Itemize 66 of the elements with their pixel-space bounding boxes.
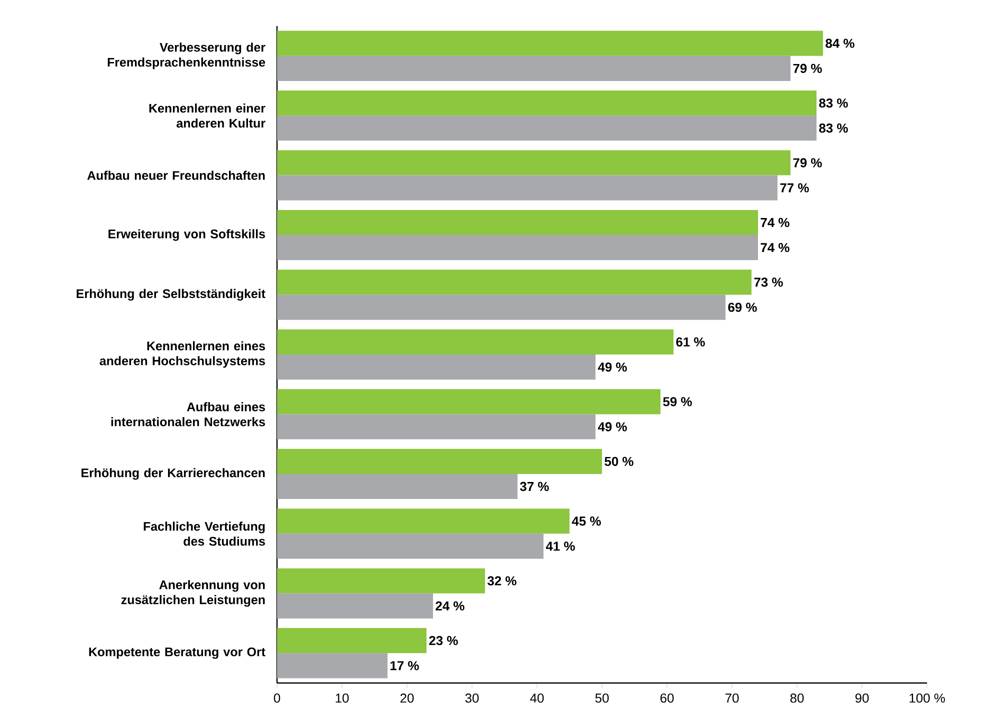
y-tick-label: Anerkennung von zusätzlichen Leistungen — [121, 580, 265, 607]
bar — [277, 175, 778, 200]
x-tick-label: 100 % — [910, 694, 945, 703]
data-label: 49 % — [598, 422, 627, 432]
bar — [277, 270, 752, 295]
data-label: 77 % — [780, 183, 809, 192]
x-tick-label: 70 — [725, 694, 739, 703]
bar — [277, 150, 791, 176]
y-tick-label: Aufbau neuer Freundschaften — [87, 170, 265, 180]
data-label: 83 % — [819, 124, 848, 133]
data-label: 32 % — [488, 576, 516, 586]
data-label: 83 % — [819, 98, 848, 108]
x-tick-label: 50 — [595, 694, 609, 703]
data-label: 84 % — [826, 38, 854, 48]
bar — [277, 508, 570, 534]
bar — [277, 534, 544, 559]
y-tick-label: Aufbau eines internationalen Netzwerks — [111, 402, 265, 426]
bar — [277, 389, 661, 414]
y-tick-label: Erhöhung der Karrierechancen — [82, 468, 265, 480]
data-label: 37 % — [520, 482, 549, 492]
bar — [277, 116, 817, 141]
data-label: 73 % — [754, 278, 783, 287]
data-label: 59 % — [663, 397, 692, 406]
bar — [277, 628, 427, 654]
bar — [277, 414, 596, 440]
bar — [277, 56, 791, 81]
bar — [277, 294, 726, 320]
bar — [277, 210, 758, 236]
data-label: 41 % — [546, 542, 575, 551]
y-tick-label: Kennenlernen eines anderen Hochschulsystems — [100, 341, 265, 368]
bar — [277, 448, 602, 474]
data-label: 79 % — [793, 64, 822, 73]
data-label: 49 % — [598, 362, 627, 372]
y-tick-label: Fachliche Vertiefung des Studiums — [144, 522, 265, 546]
bar — [277, 474, 518, 500]
x-tick-label: 30 — [465, 694, 479, 703]
y-tick-label: Kompetente Beratung vor Ort — [89, 647, 266, 659]
bar — [277, 593, 434, 618]
data-label: 74 % — [760, 218, 790, 228]
bar — [277, 235, 758, 260]
data-label: 61 % — [676, 337, 705, 347]
x-tick-label: 20 — [400, 694, 414, 703]
y-tick-label: Verbesserung der Fremdsprachenkenntnisse — [108, 42, 266, 70]
x-tick-label: 90 — [855, 694, 869, 703]
data-label: 24 % — [436, 601, 464, 611]
data-label: 79 % — [793, 158, 822, 168]
bar — [277, 354, 596, 380]
data-label: 23 % — [429, 636, 458, 646]
y-tick-label: Erhöhung der Selbstständigkeit — [76, 288, 266, 301]
data-label: 50 % — [604, 456, 634, 466]
bar — [277, 329, 674, 354]
x-tick-label: 10 — [336, 694, 349, 703]
bar — [277, 653, 388, 678]
x-tick-label: 0 — [274, 694, 280, 703]
bar — [277, 568, 486, 594]
y-tick-label: Kennenlernen einer anderen Kultur — [149, 104, 266, 128]
x-tick-label: 80 — [790, 694, 804, 703]
data-label: 17 % — [390, 661, 419, 670]
y-tick-label: Erweiterung von Softskills — [108, 229, 265, 241]
bar — [277, 90, 817, 116]
x-tick-label: 60 — [660, 694, 674, 703]
x-tick-label: 40 — [530, 694, 544, 703]
data-label: 74 % — [760, 243, 790, 252]
data-label: 69 % — [728, 302, 757, 312]
data-label: 45 % — [572, 516, 601, 526]
bar — [277, 30, 824, 56]
